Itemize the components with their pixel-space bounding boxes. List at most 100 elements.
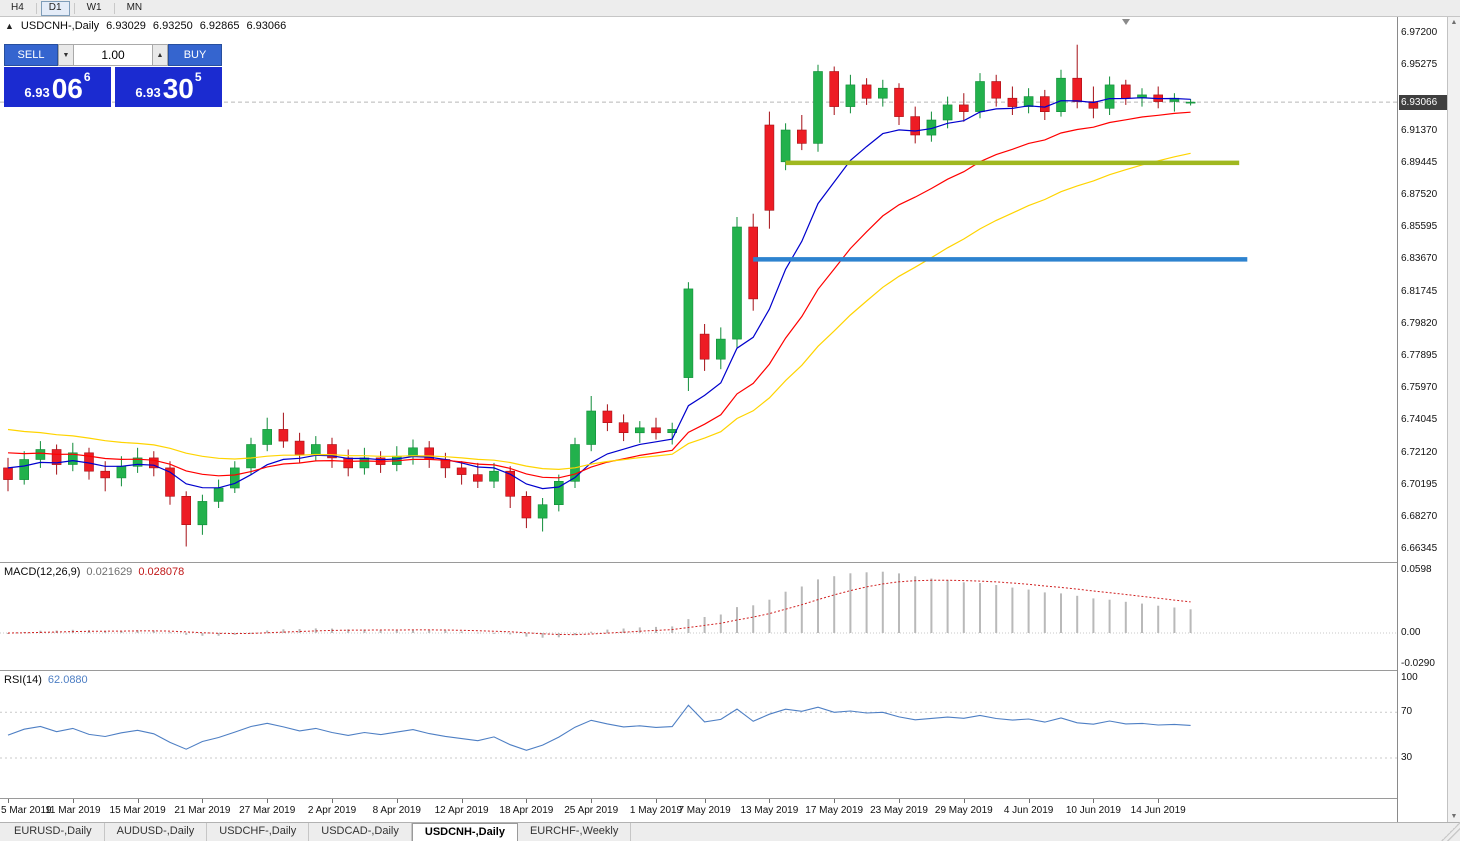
price-axis-label: 6.75970 — [1401, 382, 1438, 394]
sell-price-point: 6 — [83, 70, 91, 84]
tab-usdchf-daily[interactable]: USDCHF-,Daily — [207, 823, 310, 841]
candle — [699, 333, 710, 360]
tab-audusd-daily[interactable]: AUDUSD-,Daily — [105, 823, 208, 841]
candle — [845, 84, 856, 107]
macd-bar — [233, 633, 236, 635]
price-axis[interactable]: 6.93066 6.97200 6.95275 6.91370 6.89445 6.87… — [1397, 17, 1447, 822]
time-axis-tick — [267, 799, 269, 803]
rsi-name: RSI(14) — [4, 674, 42, 686]
time-axis-label: 2 Apr 2019 — [307, 805, 357, 816]
candle — [796, 129, 807, 144]
time-axis-tick — [1093, 799, 1095, 803]
candle — [586, 410, 597, 445]
macd-bar — [800, 586, 803, 633]
candle — [149, 457, 159, 469]
tab-eurusd-daily[interactable]: EURUSD-,Daily — [2, 823, 105, 841]
time-axis-label: 4 Jun 2019 — [1003, 805, 1054, 816]
macd-bar — [460, 631, 463, 633]
buy-price-display[interactable]: 6.93 30 5 — [115, 67, 222, 107]
candle — [1104, 84, 1115, 109]
period-button-mn[interactable]: MN — [119, 1, 151, 16]
chart-window: ▲ USDCNH-,Daily 6.93029 6.93250 6.92865 … — [0, 17, 1460, 822]
tab-usdcad-daily[interactable]: USDCAD-,Daily — [309, 823, 412, 841]
ohlc-header: ▲ USDCNH-,Daily 6.93029 6.93250 6.92865 … — [5, 20, 286, 32]
macd-bar — [1043, 592, 1046, 633]
current-price-badge: 6.93066 — [1399, 94, 1447, 110]
macd-bar — [298, 629, 301, 633]
macd-bar — [347, 629, 350, 633]
tab-eurchf-weekly[interactable]: EURCHF-,Weekly — [518, 823, 632, 841]
time-axis[interactable]: 5 Mar 2019 11 Mar 2019 15 Mar 2019 21 Mar 2… — [0, 799, 1397, 822]
macd-bar — [395, 629, 398, 633]
candle — [310, 444, 321, 455]
time-axis-label: 25 Apr 2019 — [564, 805, 619, 816]
macd-bar — [962, 582, 965, 633]
candle — [165, 467, 175, 497]
macd-bar — [687, 619, 690, 633]
macd-bar — [784, 591, 787, 633]
macd-bar — [817, 579, 819, 633]
rsi-label: RSI(14) 62.0880 — [4, 674, 88, 686]
candle — [618, 422, 629, 434]
time-axis-tick — [72, 799, 74, 803]
macd-bar — [1173, 607, 1176, 633]
sell-price-display[interactable]: 6.93 06 6 — [4, 67, 111, 107]
macd-pane: MACD(12,26,9) 0.021629 0.028078 — [0, 563, 1397, 671]
chart-shift-marker[interactable] — [1122, 19, 1130, 25]
period-button-h4[interactable]: H4 — [3, 1, 32, 16]
candle — [197, 501, 208, 526]
macd-bar — [736, 607, 738, 633]
volume-increment-button[interactable]: ▲ — [152, 44, 168, 66]
vertical-scrollbar[interactable]: ▲ ▼ — [1447, 17, 1460, 822]
macd-axis-label: -0.0290 — [1401, 657, 1435, 669]
time-axis-label: 8 Apr 2019 — [372, 805, 421, 816]
macd-bar — [428, 629, 431, 633]
candle — [764, 124, 775, 211]
macd-bar — [314, 628, 317, 633]
sell-button[interactable]: SELL — [4, 44, 58, 66]
trendline-0[interactable] — [785, 160, 1240, 166]
ohlc-low: 6.92865 — [199, 20, 240, 32]
candle — [1185, 101, 1196, 104]
one-click-collapse-icon[interactable]: ▲ — [5, 21, 14, 31]
volume-input[interactable] — [74, 44, 152, 66]
macd-signal-line — [7, 579, 1191, 636]
time-axis-label: 29 May 2019 — [934, 805, 993, 816]
scroll-up-icon[interactable]: ▲ — [1450, 19, 1458, 26]
candle — [829, 71, 840, 107]
price-axis-label: 6.79820 — [1401, 317, 1438, 329]
candle — [958, 104, 969, 112]
trendline-1[interactable] — [753, 257, 1248, 262]
time-axis-label: 15 Mar 2019 — [109, 805, 166, 816]
period-button-d1[interactable]: D1 — [40, 0, 70, 16]
price-chart-pane: ▲ USDCNH-,Daily 6.93029 6.93250 6.92865 … — [0, 17, 1397, 563]
price-chart[interactable] — [0, 17, 1397, 563]
rsi-pane: RSI(14) 62.0880 — [0, 671, 1397, 799]
macd-bar — [1027, 589, 1030, 633]
candle — [942, 104, 953, 121]
macd-bar — [1157, 605, 1160, 633]
tab-usdcnh-daily[interactable]: USDCNH-,Daily — [411, 823, 518, 841]
candle — [521, 495, 532, 519]
period-toolbar: H4 D1 W1 MN — [0, 0, 1460, 17]
price-axis-label: 6.70195 — [1401, 478, 1438, 490]
rsi-line — [7, 704, 1191, 751]
time-axis-tick — [704, 799, 706, 803]
scroll-down-icon[interactable]: ▼ — [1450, 813, 1458, 820]
candle — [294, 440, 305, 455]
macd-bar — [525, 633, 528, 637]
rsi-axis-label: 30 — [1401, 752, 1413, 763]
volume-decrement-button[interactable]: ▼ — [58, 44, 74, 66]
macd-bar — [606, 629, 609, 633]
period-button-w1[interactable]: W1 — [79, 1, 110, 16]
macd-bar — [752, 605, 755, 633]
price-axis-label: 6.72120 — [1401, 446, 1438, 458]
candle — [51, 449, 62, 465]
macd-bar — [898, 573, 900, 633]
macd-bar — [7, 633, 9, 634]
time-axis-label: 12 Apr 2019 — [434, 805, 489, 816]
candle — [3, 467, 13, 480]
macd-bar — [1124, 601, 1127, 633]
buy-button[interactable]: BUY — [168, 44, 222, 66]
macd-bar — [1011, 587, 1014, 633]
